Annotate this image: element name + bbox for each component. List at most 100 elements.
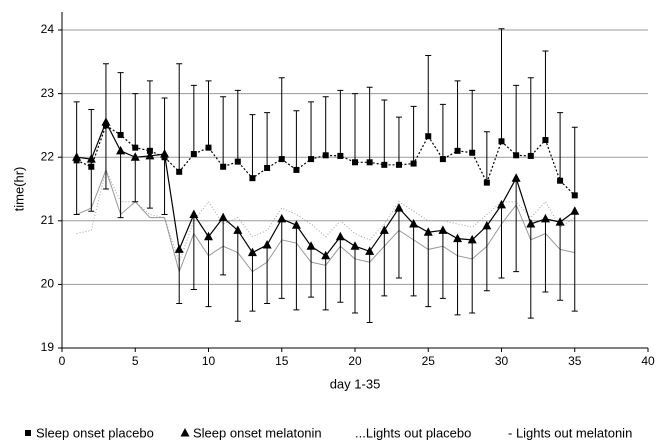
error-bar	[176, 63, 183, 172]
x-tick-label: 20	[348, 354, 362, 368]
error-bar	[132, 93, 139, 148]
triangle-marker	[511, 173, 521, 182]
square-marker	[264, 165, 271, 172]
error-bar	[249, 114, 256, 179]
square-marker	[117, 131, 124, 138]
error-bar	[352, 246, 358, 314]
error-bar	[308, 246, 315, 298]
error-bar	[117, 150, 124, 219]
triangle-marker	[350, 241, 360, 250]
triangle-marker	[467, 234, 477, 244]
error-bar	[439, 103, 446, 160]
error-bar	[249, 252, 256, 312]
legend-label: Sleep onset placebo	[36, 425, 154, 440]
error-bar	[439, 230, 446, 299]
error-bar	[366, 251, 373, 324]
error-bar	[410, 105, 417, 164]
series-line	[76, 168, 576, 264]
triangle-marker	[204, 231, 213, 241]
error-bar	[527, 223, 534, 319]
error-bar	[469, 239, 476, 314]
square-marker	[527, 152, 534, 159]
legend-label: ...Lights out placebo	[355, 425, 471, 440]
error-bar	[176, 249, 183, 304]
square-marker	[425, 133, 432, 140]
triangle-marker	[218, 212, 228, 222]
x-tick-label: 40	[641, 354, 655, 368]
legend-marker	[180, 428, 190, 437]
y-axis-title: time(hr)	[11, 167, 26, 212]
y-tick-label: 23	[41, 86, 55, 100]
error-bar	[395, 116, 402, 165]
y-tick-label: 22	[41, 149, 55, 163]
error-bar	[264, 112, 271, 169]
square-marker	[220, 163, 227, 170]
error-bar	[483, 225, 490, 292]
error-bar	[88, 159, 95, 212]
y-tick-label: 20	[41, 277, 55, 291]
error-bar	[469, 89, 476, 153]
square-marker	[498, 138, 505, 145]
square-marker	[513, 152, 520, 159]
triangle-marker	[497, 199, 506, 209]
triangle-marker	[277, 213, 287, 223]
error-bar	[220, 96, 227, 167]
y-tick-label: 24	[41, 22, 55, 36]
error-bar	[73, 101, 80, 161]
square-marker	[205, 144, 212, 151]
error-bar	[117, 72, 124, 135]
error-bar	[132, 157, 139, 203]
error-bar	[190, 84, 197, 155]
error-bar	[527, 77, 534, 156]
x-tick-label: 0	[59, 354, 66, 368]
error-bar	[498, 204, 505, 279]
x-tick-label: 25	[422, 354, 436, 368]
triangle-marker	[101, 117, 111, 126]
triangle-marker	[116, 145, 126, 155]
square-marker	[571, 192, 578, 199]
triangle-marker	[233, 225, 243, 234]
error-bar	[571, 211, 578, 312]
error-bar	[454, 238, 461, 316]
triangle-marker	[409, 218, 419, 228]
error-bar	[542, 218, 549, 293]
triangle-marker	[130, 152, 140, 161]
error-bar	[366, 86, 373, 163]
triangle-marker	[86, 154, 96, 163]
square-marker	[176, 168, 183, 175]
square-marker	[381, 161, 388, 168]
x-tick-label: 35	[568, 354, 582, 368]
error-bar	[308, 101, 315, 160]
triangle-marker	[482, 220, 492, 230]
square-marker	[308, 156, 315, 163]
square-marker	[249, 175, 256, 182]
error-bar	[205, 80, 212, 148]
square-marker	[439, 156, 446, 163]
square-marker	[146, 147, 153, 154]
error-bar	[234, 89, 241, 162]
error-bar	[557, 222, 564, 301]
square-marker	[190, 151, 197, 158]
triangle-marker	[335, 231, 345, 241]
error-bar	[381, 230, 388, 297]
square-marker	[454, 147, 461, 154]
square-marker	[410, 160, 417, 167]
error-bar	[337, 89, 344, 156]
triangle-marker	[291, 220, 301, 229]
triangle-marker	[555, 217, 565, 226]
error-bar	[322, 255, 329, 311]
error-bar	[513, 178, 520, 273]
error-bar	[102, 122, 109, 190]
triangle-marker	[262, 239, 272, 249]
error-bar	[220, 217, 227, 276]
triangle-marker	[453, 233, 463, 243]
error-bar	[557, 112, 564, 181]
error-bar	[498, 28, 505, 142]
square-marker	[542, 137, 549, 144]
error-bar	[483, 131, 490, 183]
square-marker	[132, 144, 139, 151]
error-bar	[293, 225, 300, 311]
x-tick-label: 30	[495, 354, 509, 368]
triangle-marker	[189, 209, 199, 218]
